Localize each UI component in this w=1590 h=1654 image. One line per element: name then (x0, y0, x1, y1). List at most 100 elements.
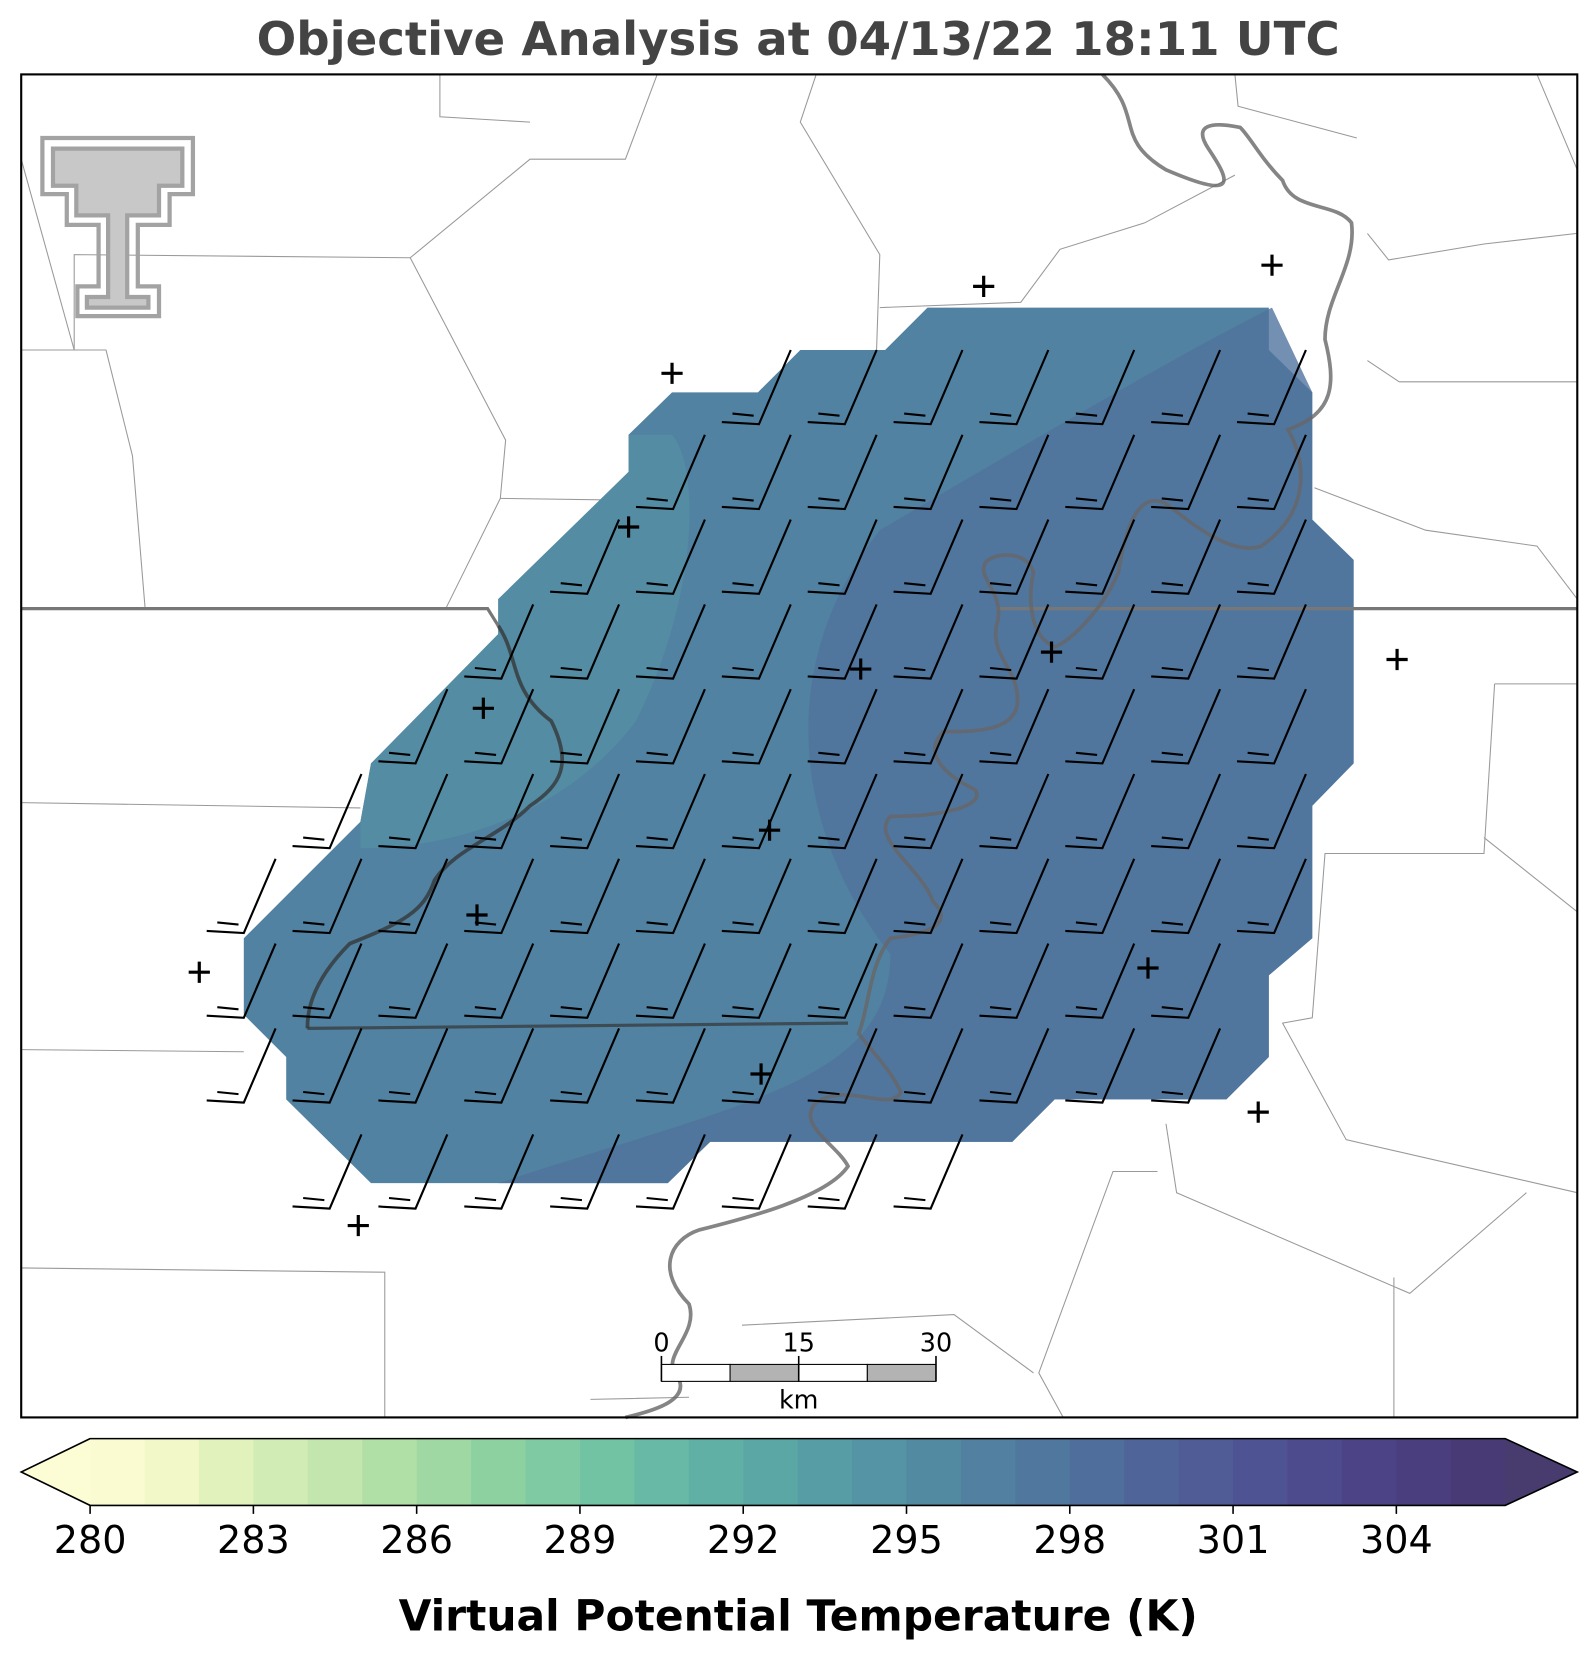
wind-barb (550, 688, 621, 765)
colorbar-segment (960, 1438, 1016, 1506)
wind-barb (635, 434, 706, 511)
wind-barb (635, 1027, 706, 1104)
wind-barb (893, 688, 964, 765)
station-marker (850, 658, 872, 680)
colorbar-segment (525, 1438, 581, 1506)
wind-barb (1151, 434, 1222, 511)
wind-barb (721, 349, 792, 426)
river (624, 73, 1354, 1420)
station-marker (1137, 957, 1159, 979)
wind-barb (979, 773, 1050, 850)
colorbar-outline (19, 1437, 1580, 1507)
station-marker (1261, 254, 1283, 276)
map: 0 15 30 km (20, 73, 1579, 1420)
river (305, 624, 565, 1029)
station-marker (617, 516, 640, 538)
wind-barb (893, 1133, 964, 1210)
scale-tick-label: 0 (653, 1327, 669, 1357)
colorbar-tick-label: 295 (870, 1518, 943, 1562)
wind-barb (464, 943, 535, 1019)
colorbar-segment (307, 1438, 363, 1506)
wind-barb (206, 858, 277, 935)
map-frame (20, 73, 1579, 1419)
wind-barb (979, 349, 1050, 426)
colorbar-tick-label: 283 (217, 1518, 290, 1562)
wind-barb (979, 688, 1050, 765)
wind-barb (550, 943, 621, 1019)
wind-barb (464, 603, 535, 680)
colorbar-segment (1069, 1438, 1125, 1506)
station-markers (188, 254, 1408, 1237)
colorbar-segment (1233, 1438, 1289, 1506)
colorbar-extend-low (21, 1438, 91, 1506)
wind-barb (1151, 943, 1222, 1019)
wind-barb (292, 943, 363, 1019)
wind-barb (721, 1027, 792, 1104)
wind-barb (893, 519, 964, 595)
wind-barb (721, 1133, 792, 1210)
wind-barb (292, 1133, 363, 1210)
wind-barb (1236, 858, 1307, 935)
wind-barb (635, 688, 706, 765)
colorbar-extend-high (1505, 1438, 1578, 1506)
wind-barb (893, 434, 964, 511)
colorbar-segment (362, 1438, 418, 1506)
wind-barb (893, 773, 964, 850)
colorbar-segment (198, 1438, 254, 1506)
field-region-warm (498, 307, 1354, 1184)
station-marker (758, 819, 781, 841)
wind-barb (807, 603, 878, 680)
wind-barb (635, 773, 706, 850)
wind-barb (1236, 688, 1307, 765)
colorbar-segment (1287, 1438, 1343, 1506)
scale-bar: 0 15 30 km (653, 1327, 952, 1414)
colorbar-tick-label: 298 (1033, 1518, 1106, 1562)
wind-barb (807, 688, 878, 765)
wind-barb (1065, 519, 1136, 595)
wind-barb (550, 1133, 621, 1210)
wind-barb (807, 349, 878, 426)
colorbar-segment (253, 1438, 309, 1506)
wind-barb (807, 1027, 878, 1104)
wind-barb (1236, 519, 1307, 595)
colorbar-label: Virtual Potential Temperature (K) (399, 1591, 1198, 1640)
wind-barb (807, 943, 878, 1019)
colorbar-tick-label: 304 (1360, 1518, 1433, 1562)
wind-barb (979, 603, 1050, 680)
scale-tick-label: 30 (920, 1327, 952, 1357)
colorbar-segment (1396, 1438, 1452, 1506)
colorbar-segment (634, 1438, 690, 1506)
wind-barb (292, 773, 363, 850)
field-region-cool (360, 434, 690, 849)
station-marker (466, 904, 488, 926)
wind-barb (721, 858, 792, 935)
wind-barb (378, 858, 449, 935)
wind-barb (1065, 349, 1136, 426)
colorbar-segment (1450, 1438, 1506, 1506)
wind-barb (1151, 1027, 1222, 1104)
state-line (21, 607, 1578, 627)
wind-barb (1065, 943, 1136, 1019)
colorbar-segment (471, 1438, 527, 1506)
wind-barb (1151, 519, 1222, 595)
university-logo (40, 135, 196, 319)
station-marker (1247, 1101, 1269, 1123)
wind-barb (550, 519, 621, 595)
wind-barb (378, 688, 449, 765)
colorbar-tick-label: 292 (707, 1518, 780, 1562)
station-marker (661, 362, 683, 384)
colorbar-segment (1178, 1438, 1234, 1506)
station-marker (472, 697, 494, 719)
wind-barb (1065, 434, 1136, 511)
colorbar: 280 283 286 289 292 295 298 301 304 (19, 1437, 1580, 1562)
wind-barb (550, 603, 621, 680)
wind-barb (893, 858, 964, 935)
wind-barb (979, 434, 1050, 511)
wind-barb (464, 688, 535, 765)
colorbar-tick-label: 301 (1197, 1518, 1270, 1562)
wind-barb (721, 434, 792, 511)
colorbar-segment (1341, 1438, 1397, 1506)
wind-barb (378, 1133, 449, 1210)
